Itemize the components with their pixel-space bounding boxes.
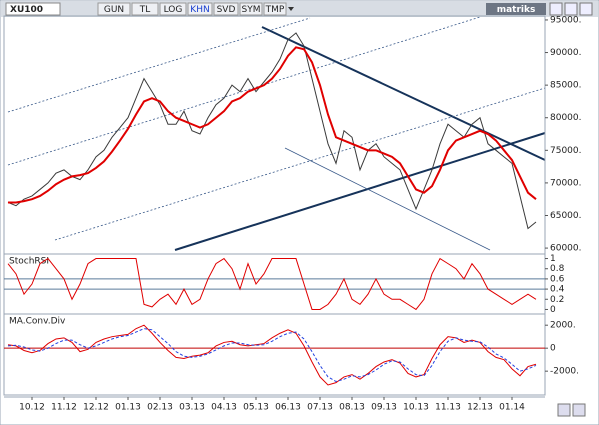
y-tick-label: 80000. [550,113,582,123]
series-line [7,257,537,311]
y-tick-label: 0.2 [550,295,564,305]
y-tick-label: 1 [550,254,556,264]
minimize[interactable] [549,2,563,16]
panel [3,313,546,396]
x-tick-label: 04.13 [211,403,237,413]
close[interactable] [579,2,593,16]
button-label: SYM [242,5,261,15]
channel-lines [7,16,546,241]
x-tick-label: 12.12 [83,403,109,413]
x-tick-label: 02.13 [147,403,173,413]
x-tick-label: 12.13 [467,403,493,413]
x-tick-label: 09.13 [371,403,397,413]
y-tick-label: 65000. [550,211,582,221]
x-tick-label: 10.13 [403,403,429,413]
series-line [7,32,537,230]
toolbar-button[interactable] [239,2,263,16]
x-tick-label: 03.13 [179,403,205,413]
x-tick-label: 01.13 [115,403,141,413]
series-line [8,46,537,204]
x-tick-label: 01.14 [499,403,525,413]
refresh[interactable] [557,403,571,417]
button-label: SVD [217,5,236,15]
toolbar-button[interactable] [97,2,131,16]
y-tick-label: 95000. [550,15,582,25]
button-label: LOG [164,5,183,15]
y-tick-label: 0 [550,305,556,315]
button-label: TMP [265,5,285,15]
dropdown-arrow [288,7,294,11]
toolbar-button[interactable] [213,2,239,16]
x-tick-label: 06.13 [275,403,301,413]
symbol: XU100 [10,5,43,15]
x-tick-label: 11.13 [435,403,461,413]
y-tick-label: 2000. [550,321,576,331]
button-label: TL [139,5,151,15]
y-tick-label: 0 [550,344,556,354]
panel-title: MA.Conv.Div [9,317,66,327]
toolbar-button[interactable] [263,2,287,16]
series-line [7,324,537,386]
x-tick-label: 11.12 [51,403,77,413]
y-tick-label: 0.4 [550,285,565,295]
fan-line [284,147,491,251]
x-tick-label: 08.13 [339,403,365,413]
symbol-box[interactable] [5,2,61,16]
button-label: KHN [190,5,209,15]
series-line [7,328,537,383]
logo-box [486,3,546,15]
toolbar-button[interactable] [187,2,213,16]
y-tick-label: 85000. [550,81,582,91]
y-tick-label: 0.8 [550,264,565,274]
x-tick-label: 10.12 [19,403,45,413]
x-tick-label: 07.13 [307,403,333,413]
button-label: GUN [104,5,124,15]
x-tick-label: 05.13 [243,403,269,413]
y-tick-label: 70000. [550,178,582,188]
toolbar-button[interactable] [159,2,187,16]
y-tick-label: -2000. [550,367,579,377]
y-tick-label: 60000. [550,244,582,254]
y-tick-label: 75000. [550,146,582,156]
panel-title: StochRSI [9,257,49,267]
trend-lines [174,26,546,251]
settings[interactable] [572,403,586,417]
y-tick-label: 0.6 [550,274,565,284]
toolbar-button[interactable] [131,2,159,16]
logo: matriks [497,5,536,15]
maximize[interactable] [564,2,578,16]
y-tick-label: 90000. [550,48,582,58]
